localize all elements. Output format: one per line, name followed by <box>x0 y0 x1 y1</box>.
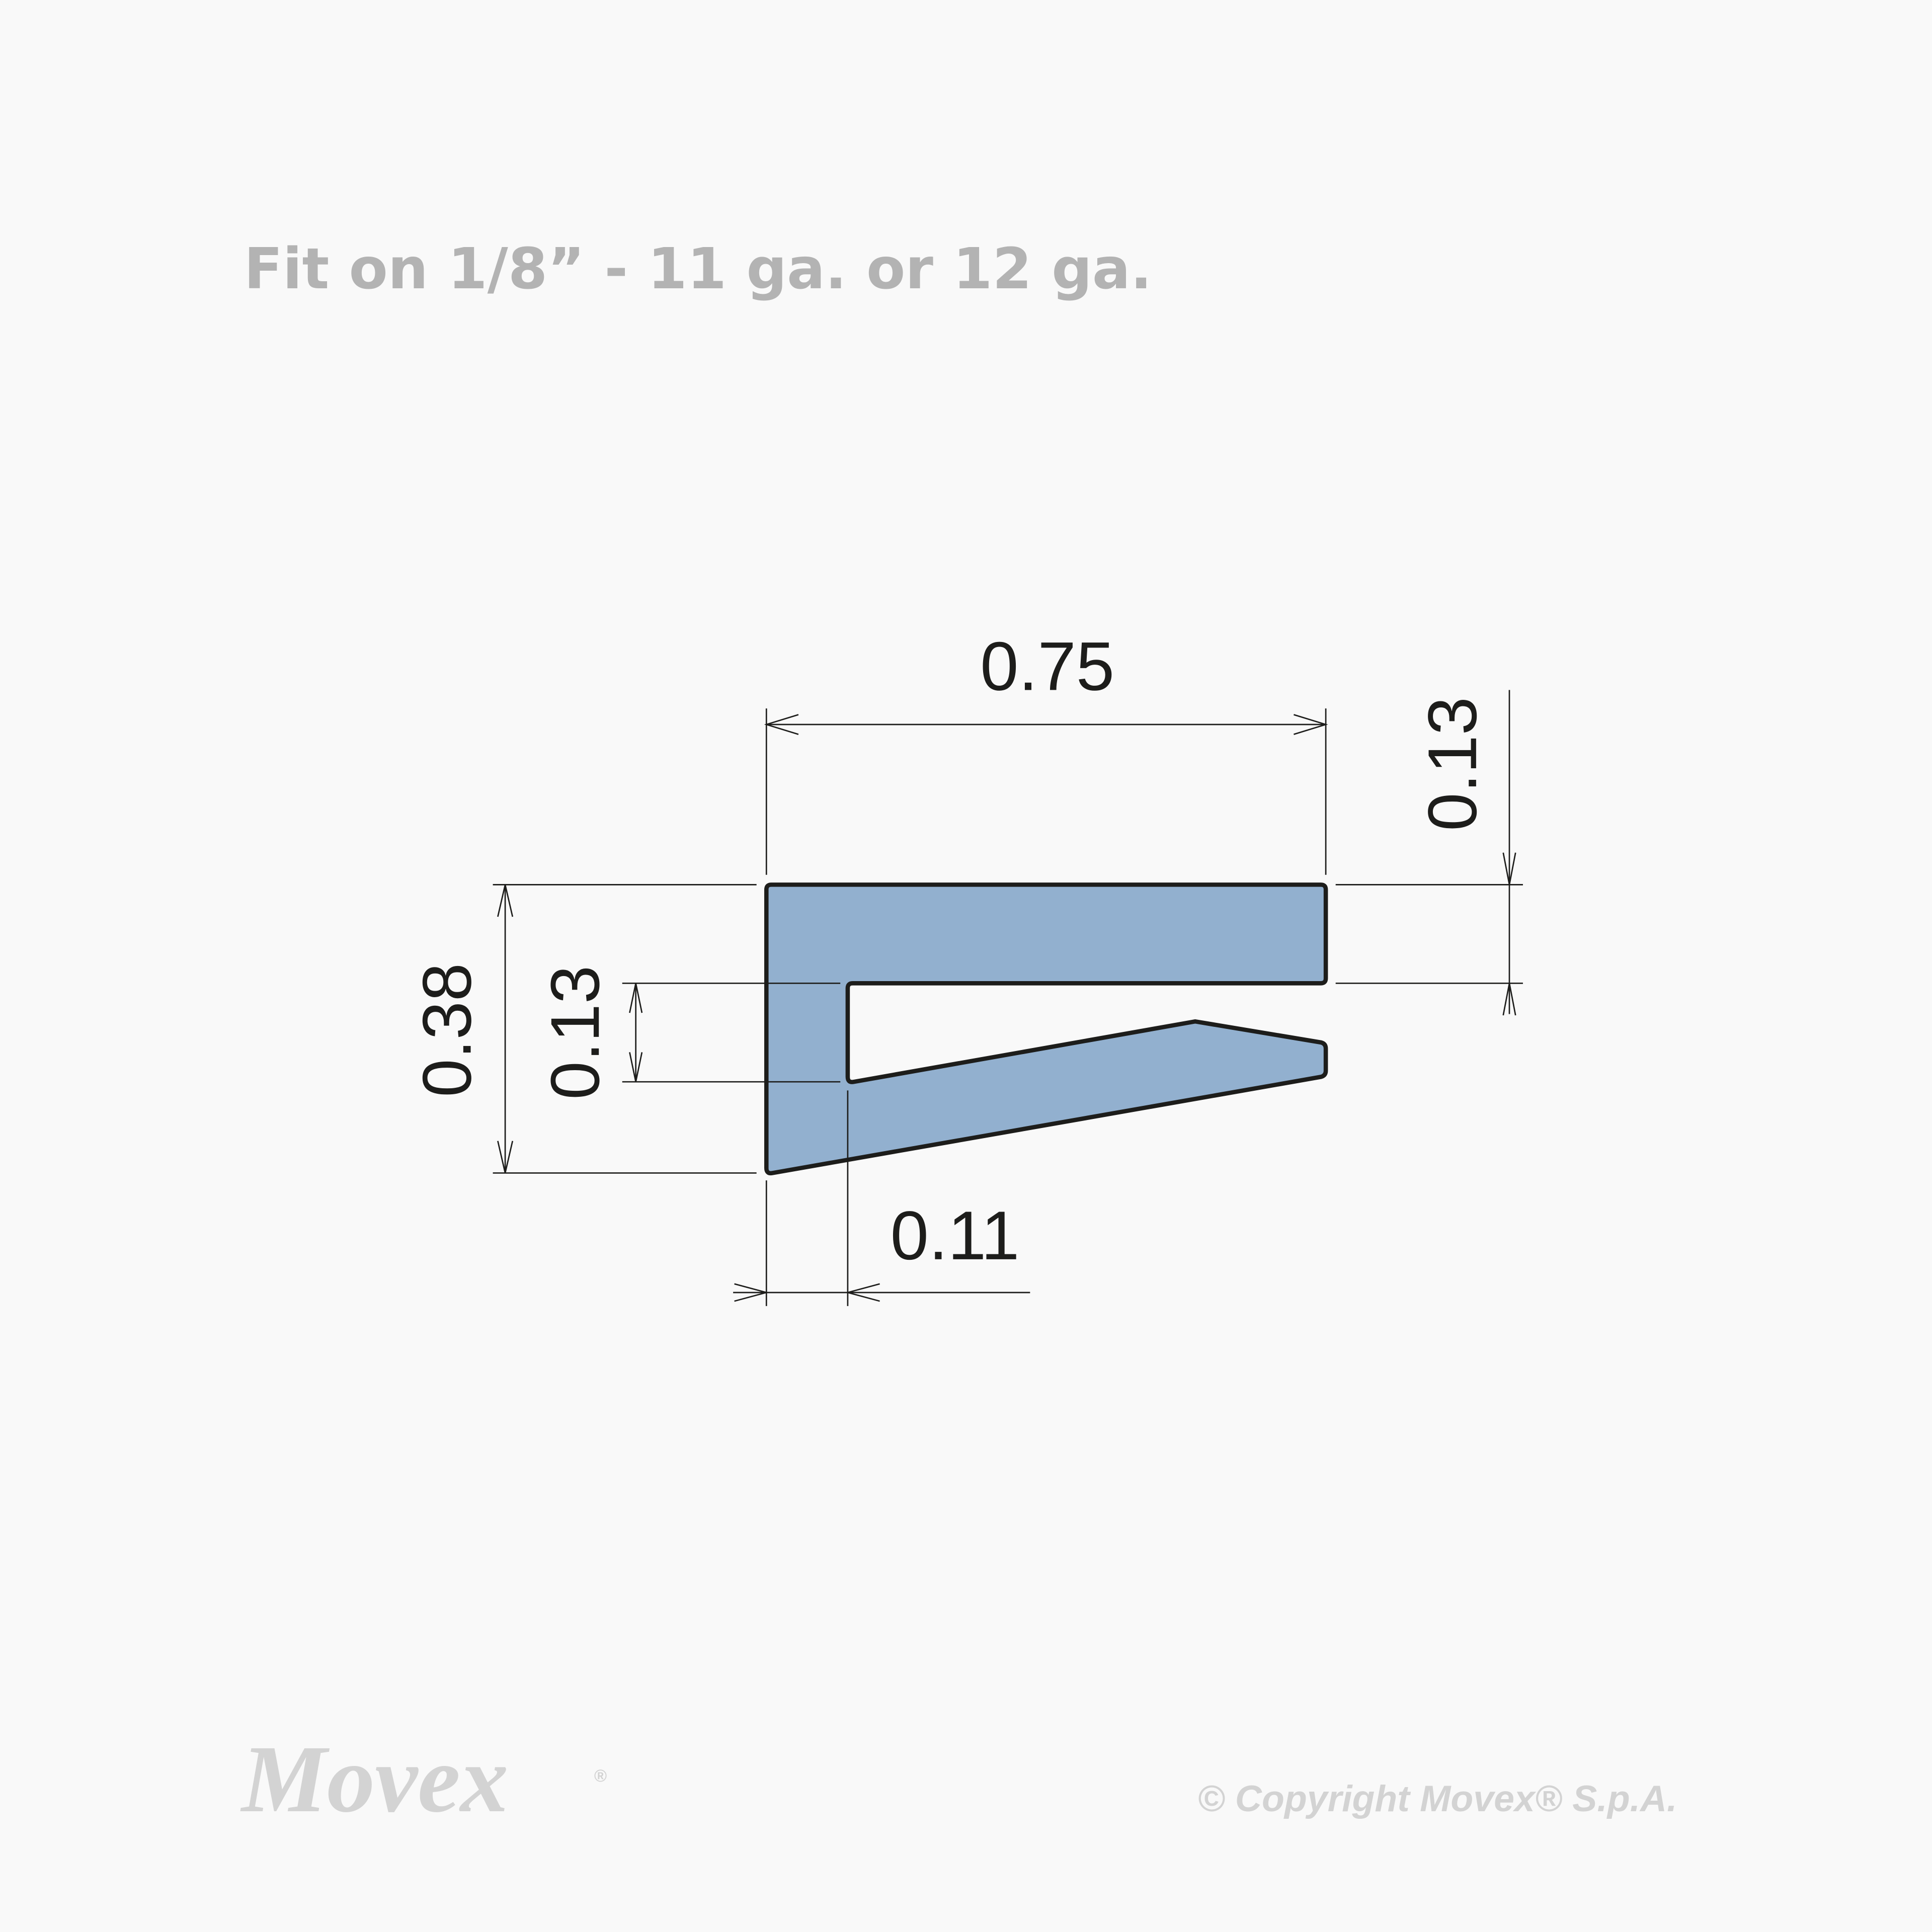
dimension-top-flange: 0.13 <box>1335 690 1523 1016</box>
registered-mark: ® <box>594 1766 607 1786</box>
dimension-overall-width: 0.75 <box>764 628 1328 875</box>
dim-label-height: 0.38 <box>409 963 486 1097</box>
arrow-icon <box>629 983 643 1082</box>
logo-text: Movex <box>240 1726 508 1832</box>
copyright-text: © Copyright Movex® S.p.A. <box>1197 1778 1677 1819</box>
profile-cross-section <box>764 882 1328 1176</box>
dimension-web-thickness: 0.11 <box>733 1090 1030 1306</box>
dim-label-flange: 0.13 <box>1414 697 1491 831</box>
dim-label-web: 0.11 <box>891 1197 1020 1274</box>
dimension-overall-height: 0.38 <box>409 884 757 1174</box>
arrow-icon <box>734 1283 880 1302</box>
fit-title: Fit on 1/8” - 11 ga. or 12 ga. <box>244 235 1152 302</box>
arrow-icon <box>1502 852 1516 1016</box>
arrow-icon <box>764 714 1328 735</box>
dim-label-width: 0.75 <box>980 628 1114 705</box>
dim-label-slot: 0.13 <box>537 965 614 1100</box>
dimension-slot-opening: 0.13 <box>537 965 841 1100</box>
arrow-icon <box>497 884 514 1173</box>
movex-logo: Movex ® <box>240 1726 607 1832</box>
